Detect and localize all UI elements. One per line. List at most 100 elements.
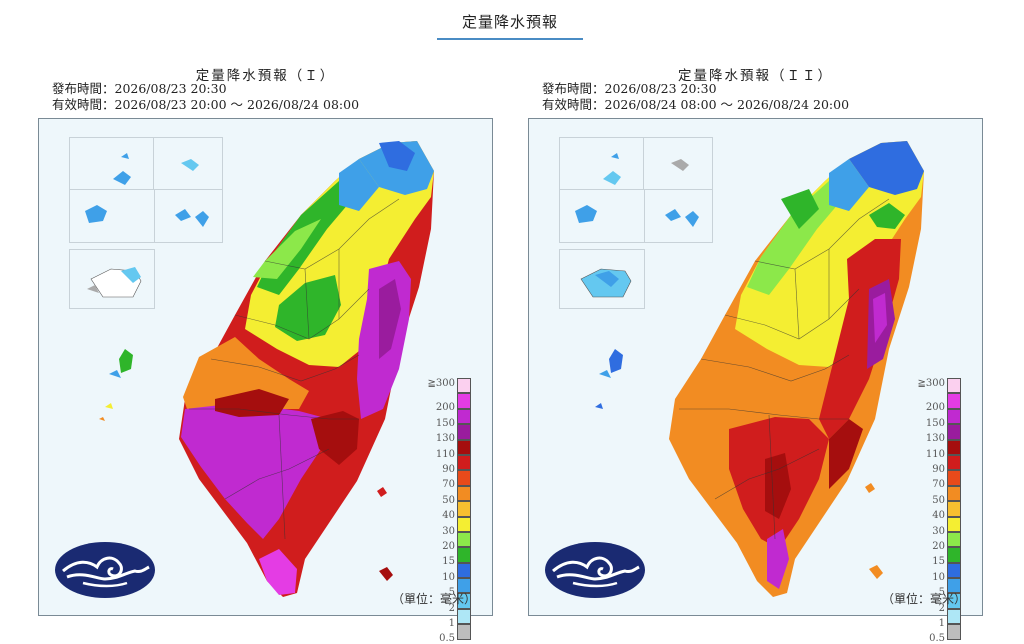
legend-label: 10: [932, 571, 945, 583]
taiwan-rainfall-map-1: [85, 141, 434, 597]
inset-matsu-south: [559, 189, 645, 243]
legend-label: 0.5: [929, 633, 945, 644]
legend-label: 130: [925, 433, 945, 445]
legend-swatch: [457, 562, 471, 579]
legend-label: 20: [932, 541, 945, 552]
legend-label: 5: [448, 587, 455, 599]
county-boundaries: [679, 198, 890, 540]
legend-swatch: [947, 424, 961, 440]
inset-matsu: [559, 137, 645, 191]
cwa-logo-icon: [55, 542, 155, 598]
legend-label: 30: [932, 525, 945, 537]
legend-swatch: [457, 439, 471, 455]
legend-label: 30: [442, 525, 455, 537]
legend-label: 15: [442, 556, 455, 568]
legend-label: 15: [932, 556, 945, 568]
legend-swatch: [947, 439, 961, 455]
legend-label: 2: [448, 602, 455, 614]
legend-swatch: [457, 516, 471, 532]
legend-swatch: [457, 424, 471, 440]
cwa-logo: [543, 539, 647, 605]
legend-swatch: [457, 501, 471, 517]
inset-islands: [85, 153, 209, 421]
legend-swatch: [457, 378, 471, 394]
legend-swatch: [947, 454, 961, 471]
legend-swatch: [947, 578, 961, 594]
legend-swatch: [947, 408, 961, 425]
inset-islands: [575, 153, 699, 409]
legend-swatch: [947, 378, 961, 394]
legend-label: ≧300: [917, 378, 945, 389]
legend-label: 10: [442, 571, 455, 583]
county-boundaries: [189, 198, 400, 540]
legend-swatch: [457, 547, 471, 563]
inset-matsu-south: [69, 189, 155, 243]
taiwan-rainfall-field: [669, 141, 924, 597]
legend-label: 1: [448, 618, 455, 629]
legend-label: 20: [442, 541, 455, 552]
legend-swatch: [457, 393, 471, 409]
legend-swatch: [947, 393, 961, 409]
legend-swatch: [947, 531, 961, 548]
legend-label: 200: [925, 402, 945, 414]
rainfall-legend: [947, 378, 961, 640]
legend-label: 50: [442, 494, 455, 506]
legend-label: 150: [925, 417, 945, 429]
rainfall-map[interactable]: ≧300 200 150 130 110 90 70 50 40 30 20 15 10 5 2 1 0.5 （…: [38, 118, 493, 644]
rainfall-map[interactable]: ≧300 200 150 130 110 90 70 50 40 30 20 15 10 5 2 1 0.5 （…: [528, 118, 983, 644]
taiwan-rainfall-field: [179, 141, 434, 597]
legend-swatch: [947, 608, 961, 625]
legend-label: 5: [938, 587, 945, 599]
legend-swatch: [457, 470, 471, 486]
orchid-island: [379, 567, 393, 581]
legend-label: 40: [932, 510, 945, 522]
rainfall-legend: [457, 378, 471, 640]
legend-label: 90: [442, 464, 455, 475]
legend-swatch: [947, 547, 961, 563]
page-title: 定量降水預報: [437, 10, 583, 40]
forecast-panel-1: 定量降水預報（Ｉ） 發布時間：2026/08/23 20:30 有效時間：202…: [38, 58, 493, 644]
legend-swatch: [457, 454, 471, 471]
panel-title: 定量降水預報（Ｉ）: [195, 68, 336, 84]
legend-label: 2: [938, 602, 945, 614]
legend-swatch: [947, 593, 961, 609]
taiwan-rainfall-map-2: [575, 141, 924, 597]
legend-swatch: [457, 608, 471, 625]
unit-label: （單位：毫米）: [881, 592, 966, 606]
legend-label: 70: [442, 479, 455, 491]
legend-label: 0.5: [439, 633, 455, 644]
legend-label: 40: [442, 510, 455, 522]
issued-time: 發布時間：2026/08/23 20:30: [542, 81, 717, 96]
legend-label: ≧300: [427, 378, 455, 389]
issued-time: 發布時間：2026/08/23 20:30: [52, 81, 227, 96]
valid-time: 有效時間：2026/08/23 20:00 ～ 2026/08/24 08:00: [52, 97, 360, 112]
cwa-logo-icon: [545, 542, 645, 598]
legend-swatch: [947, 470, 961, 486]
legend-swatch: [947, 485, 961, 502]
legend-label: 50: [932, 494, 945, 506]
legend-label: 150: [435, 417, 455, 429]
legend-swatch: [947, 516, 961, 532]
legend-swatch: [457, 593, 471, 609]
valid-time: 有效時間：2026/08/24 08:00 ～ 2026/08/24 20:00: [542, 97, 850, 112]
legend-label: 110: [435, 448, 455, 460]
orchid-island: [869, 565, 883, 579]
legend-swatch: [457, 578, 471, 594]
panel-title: 定量降水預報（ＩＩ）: [678, 68, 833, 84]
unit-label: （單位：毫米）: [391, 592, 476, 606]
cwa-logo: [53, 539, 157, 605]
legend-swatch: [947, 501, 961, 517]
legend-swatch: [457, 485, 471, 502]
green-island: [865, 483, 875, 493]
legend-swatch: [457, 408, 471, 425]
legend-label: 200: [435, 402, 455, 414]
legend-label: 70: [932, 479, 945, 491]
green-island: [377, 487, 387, 497]
forecast-panel-2: 定量降水預報（ＩＩ） 發布時間：2026/08/23 20:30 有效時間：20…: [528, 58, 983, 644]
legend-label: 110: [925, 448, 945, 460]
legend-label: 90: [932, 464, 945, 475]
legend-label: 1: [938, 618, 945, 629]
legend-swatch: [457, 531, 471, 548]
legend-swatch: [947, 562, 961, 579]
legend-label: 130: [435, 433, 455, 445]
